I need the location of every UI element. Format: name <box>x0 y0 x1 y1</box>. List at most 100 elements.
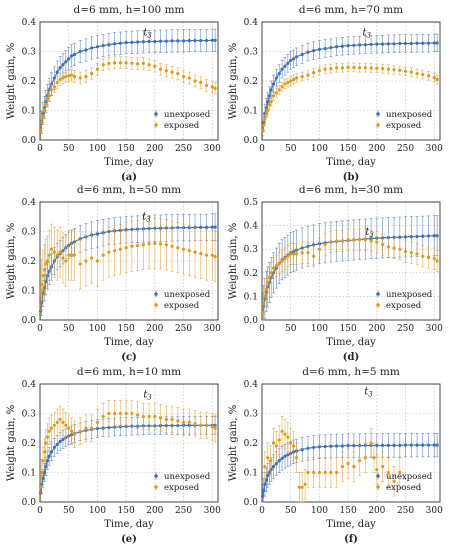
data-point <box>398 41 402 46</box>
data-point <box>323 242 327 247</box>
data-point <box>294 456 299 460</box>
series-exposed <box>38 399 217 501</box>
data-point <box>199 38 203 43</box>
data-point <box>199 225 203 229</box>
data-point <box>403 41 408 46</box>
data-point <box>280 456 284 460</box>
data-point <box>274 76 278 80</box>
x-axis-label: Time, day <box>104 519 154 530</box>
data-point <box>213 426 217 430</box>
y-tick-label: 0.0 <box>244 136 259 146</box>
data-point <box>317 470 322 475</box>
data-point <box>335 470 339 475</box>
data-point <box>369 42 373 47</box>
data-point <box>269 459 273 463</box>
data-point <box>118 41 122 45</box>
data-point <box>415 443 419 447</box>
data-point <box>164 243 168 247</box>
data-point <box>199 252 203 256</box>
data-point <box>312 71 316 75</box>
data-point <box>170 70 174 74</box>
data-point <box>398 470 402 475</box>
legend-label: exposed <box>386 301 422 311</box>
data-point <box>199 80 203 85</box>
data-point <box>101 63 105 67</box>
series-exposed <box>38 56 217 138</box>
data-point <box>346 444 350 448</box>
data-point <box>58 66 62 70</box>
data-point <box>398 68 402 72</box>
data-point <box>136 244 140 248</box>
x-tick-label: 200 <box>146 144 163 154</box>
data-point <box>204 253 209 257</box>
y-tick-label: 0.3 <box>22 410 37 420</box>
x-tick-label: 250 <box>397 506 414 516</box>
y-tick-label: 0.0 <box>22 136 37 146</box>
data-point <box>64 423 68 427</box>
x-tick-label: 50 <box>63 324 75 334</box>
data-point <box>435 259 439 263</box>
data-point <box>375 443 379 447</box>
x-tick-label: 300 <box>426 506 443 516</box>
data-point <box>260 494 265 498</box>
data-point <box>432 257 436 261</box>
data-point <box>38 129 43 133</box>
panel-label: (e) <box>121 534 137 545</box>
data-point <box>193 250 197 254</box>
annotation-letter: t <box>143 389 148 400</box>
data-point <box>64 74 68 79</box>
chart-panel-d: d=6 mm, h=30 mm 0 50 100 150 200 250 300 0.0 0.1 0… <box>228 184 443 363</box>
data-point <box>101 414 105 419</box>
data-point <box>340 444 344 448</box>
data-point <box>130 61 134 65</box>
data-point <box>61 76 65 80</box>
data-point <box>45 259 50 263</box>
data-point <box>84 426 88 430</box>
data-point <box>271 94 276 98</box>
data-point <box>64 60 68 64</box>
data-point <box>289 252 293 256</box>
data-point <box>95 232 100 236</box>
annotation-t3: t3 <box>143 27 152 39</box>
annotation-subscript: 3 <box>368 390 373 398</box>
data-point <box>204 423 209 427</box>
data-point <box>61 420 65 424</box>
y-tick-label: 0.2 <box>22 257 36 267</box>
y-tick-label: 0.1 <box>244 469 258 479</box>
annotation-subscript: 3 <box>367 31 372 39</box>
data-point <box>113 249 117 253</box>
data-point <box>90 46 94 50</box>
data-point <box>78 76 82 80</box>
data-point <box>164 417 168 421</box>
y-tick-label: 0.2 <box>22 77 36 87</box>
y-tick-label: 0.2 <box>22 439 36 449</box>
data-point <box>49 88 54 92</box>
data-point <box>306 73 310 77</box>
data-point <box>44 262 48 266</box>
data-point <box>340 239 344 243</box>
y-tick-label: 0.3 <box>244 410 259 420</box>
data-point <box>375 42 379 46</box>
data-point <box>170 39 174 43</box>
data-point <box>124 41 128 45</box>
x-tick-label: 100 <box>311 506 328 516</box>
data-point <box>274 462 278 466</box>
x-tick-label: 250 <box>397 144 414 154</box>
data-point <box>300 52 304 57</box>
data-point <box>269 88 273 92</box>
data-point <box>90 72 94 76</box>
panel-label: (c) <box>121 352 137 363</box>
data-point <box>403 69 408 73</box>
y-tick-label: 0.2 <box>244 77 258 87</box>
data-point <box>409 41 413 46</box>
data-point <box>426 234 431 238</box>
data-point <box>41 274 45 278</box>
data-point <box>72 74 77 79</box>
x-tick-label: 300 <box>204 324 221 334</box>
x-tick-label: 50 <box>285 144 297 154</box>
legend-label: exposed <box>164 301 200 311</box>
data-point <box>101 253 105 257</box>
data-point <box>263 294 267 298</box>
data-point <box>213 225 217 229</box>
data-point <box>291 77 296 82</box>
